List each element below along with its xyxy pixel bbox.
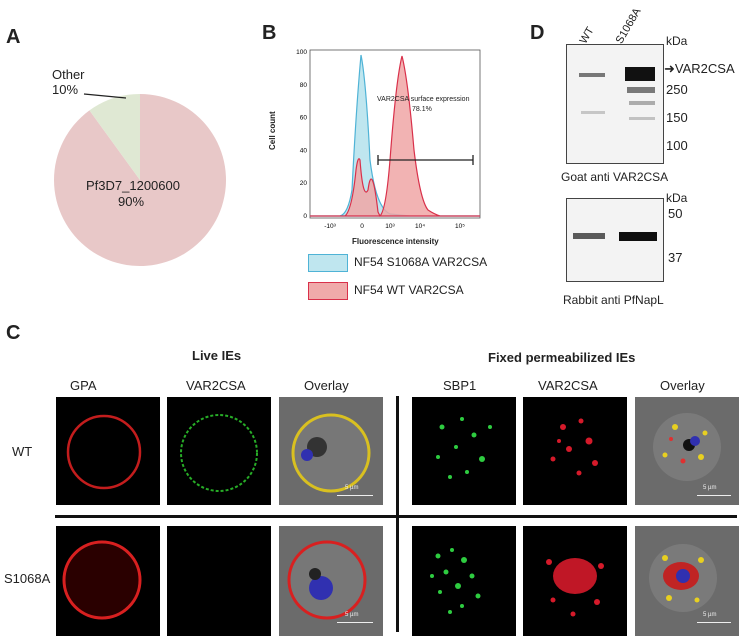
col-label-gpa: GPA xyxy=(70,378,97,393)
image-wt-overlay-fixed: 5 µm xyxy=(635,397,739,505)
y-ticks: 0 20 40 60 80 100 xyxy=(296,49,307,220)
image-s1068a-var2csa xyxy=(167,526,271,636)
x-tick-label: 10⁵ xyxy=(455,223,465,230)
col-label-overlay-fixed: Overlay xyxy=(660,378,705,393)
pie-main-pct: 90% xyxy=(118,194,145,209)
marker-50: 50 xyxy=(668,206,683,221)
scale-bar xyxy=(337,622,373,623)
band-s1068a-napl xyxy=(619,232,657,241)
image-s1068a-overlay-fixed: 5 µm xyxy=(635,526,739,636)
y-tick-label: 100 xyxy=(296,49,307,56)
band-wt-var2csa xyxy=(579,73,605,77)
scale-bar xyxy=(697,622,731,623)
group-header-fixed: Fixed permeabilized IEs xyxy=(488,350,636,365)
y-tick-label: 80 xyxy=(300,82,308,89)
panel-label-c: C xyxy=(6,322,21,344)
image-s1068a-gpa xyxy=(56,526,160,636)
pie-slice-main xyxy=(53,94,226,266)
image-wt-sbp1 xyxy=(412,397,516,505)
pie-slice-other xyxy=(89,94,140,180)
lane-label-wt: WT xyxy=(577,25,597,46)
gate-annotation-line1: VAR2CSA surface expression xyxy=(377,96,470,103)
blot-bottom xyxy=(566,198,664,282)
col-label-overlay-live: Overlay xyxy=(304,378,349,393)
histogram-chart: 0 20 40 60 80 100 -10³ 0 10³ 10⁴ 10⁵ xyxy=(296,49,481,230)
col-label-sbp1: SBP1 xyxy=(443,378,477,393)
col-label-var2csa-live: VAR2CSA xyxy=(186,378,246,393)
band-s1068a-var2csa xyxy=(625,67,655,81)
pie-leader-line xyxy=(83,93,127,99)
band-arrow-label: ➜VAR2CSA xyxy=(664,61,735,76)
image-wt-gpa xyxy=(56,397,160,505)
image-wt-overlay-live: 5 µm xyxy=(279,397,383,505)
x-axis-label: Fluorescence intensity xyxy=(352,237,439,246)
image-s1068a-var2csa-fixed xyxy=(523,526,627,636)
series-wt-area xyxy=(310,55,480,218)
scale-label: 5 µm xyxy=(703,612,717,618)
pie-chart xyxy=(53,93,226,266)
image-wt-var2csa xyxy=(167,397,271,505)
gate-annotation-line2: 78.1% xyxy=(412,106,432,113)
row-label-wt: WT xyxy=(12,444,33,459)
x-tick-label: 10³ xyxy=(385,223,395,230)
group-divider xyxy=(396,396,399,632)
legend-swatch-wt xyxy=(308,282,348,300)
arrow-icon: ➜ xyxy=(664,61,675,76)
x-tick-label: -10³ xyxy=(324,223,336,230)
series-s1068a-area xyxy=(310,54,480,217)
band-wt-napl xyxy=(573,233,605,239)
marker-100: 100 xyxy=(666,138,688,153)
image-s1068a-sbp1 xyxy=(412,526,516,636)
legend-swatch-s1068a xyxy=(308,254,348,272)
y-tick-label: 0 xyxy=(303,213,307,220)
scale-label: 5 µm xyxy=(345,485,359,491)
image-s1068a-overlay-live: 5 µm xyxy=(279,526,383,636)
legend-label-s1068a: NF54 S1068A VAR2CSA xyxy=(354,255,488,269)
x-ticks: -10³ 0 10³ 10⁴ 10⁵ xyxy=(324,223,465,230)
group-header-live: Live IEs xyxy=(192,348,242,363)
blot-top-caption: Goat anti VAR2CSA xyxy=(561,170,669,184)
row-label-s1068a: S1068A xyxy=(4,571,51,586)
marker-250: 250 xyxy=(666,82,688,97)
pie-other-label: Other xyxy=(52,67,85,82)
marker-150: 150 xyxy=(666,110,688,125)
legend-label-wt: NF54 WT VAR2CSA xyxy=(354,283,464,297)
scale-bar xyxy=(337,495,373,496)
scale-bar xyxy=(697,495,731,496)
col-label-var2csa-fixed: VAR2CSA xyxy=(538,378,598,393)
panel-label-d: D xyxy=(530,22,545,44)
x-tick-label: 10⁴ xyxy=(415,223,425,230)
y-tick-label: 40 xyxy=(300,147,308,154)
panel-label-b: B xyxy=(262,22,277,44)
blot-top xyxy=(566,44,664,164)
blot-bottom-caption: Rabbit anti PfNapL xyxy=(563,293,664,307)
y-tick-label: 60 xyxy=(300,115,308,122)
kda-label-bottom: kDa xyxy=(666,191,688,205)
scale-label: 5 µm xyxy=(703,485,717,491)
image-wt-var2csa-fixed xyxy=(523,397,627,505)
kda-label-top: kDa xyxy=(666,34,688,48)
plot-frame xyxy=(309,49,481,219)
pie-main-label: Pf3D7_1200600 xyxy=(86,178,180,193)
scale-label: 5 µm xyxy=(345,612,359,618)
marker-37: 37 xyxy=(668,250,683,265)
panel-label-a: A xyxy=(6,26,21,48)
x-tick-label: 0 xyxy=(360,223,364,230)
pie-other-pct: 10% xyxy=(52,82,79,97)
lane-label-s1068a: S1068A xyxy=(613,6,644,47)
y-tick-label: 20 xyxy=(300,180,308,187)
y-axis-label: Cell count xyxy=(268,111,277,150)
